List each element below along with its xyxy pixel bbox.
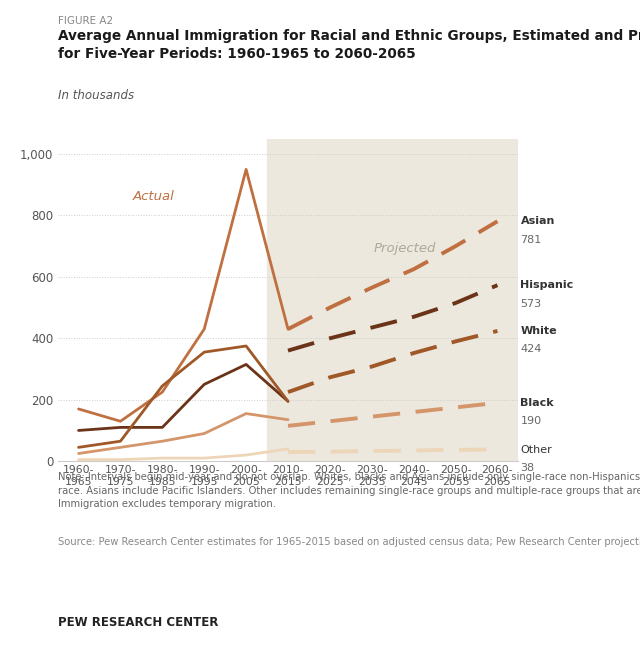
Text: PEW RESEARCH CENTER: PEW RESEARCH CENTER [58, 616, 218, 629]
Text: FIGURE A2: FIGURE A2 [58, 16, 113, 26]
Text: Asian: Asian [520, 216, 555, 226]
Text: Hispanic: Hispanic [520, 280, 573, 290]
Text: 38: 38 [520, 463, 534, 473]
Text: In thousands: In thousands [58, 89, 134, 102]
Bar [267, 139, 518, 461]
Text: Black: Black [520, 398, 554, 408]
Text: Source: Pew Research Center estimates for 1965-2015 based on adjusted census dat: Source: Pew Research Center estimates fo… [58, 537, 640, 547]
Text: 190: 190 [520, 416, 541, 426]
Text: 573: 573 [520, 299, 541, 308]
Text: 424: 424 [520, 344, 542, 354]
Text: Projected: Projected [374, 243, 436, 255]
Text: Average Annual Immigration for Racial and Ethnic Groups, Estimated and Projected: Average Annual Immigration for Racial an… [58, 29, 640, 61]
Text: 781: 781 [520, 235, 541, 244]
Text: Other: Other [520, 444, 552, 455]
Text: Actual: Actual [133, 190, 175, 203]
Text: White: White [520, 326, 557, 336]
Text: Note: Intervals begin mid-year and do not overlap. Whites, blacks and Asians inc: Note: Intervals begin mid-year and do no… [58, 472, 640, 510]
